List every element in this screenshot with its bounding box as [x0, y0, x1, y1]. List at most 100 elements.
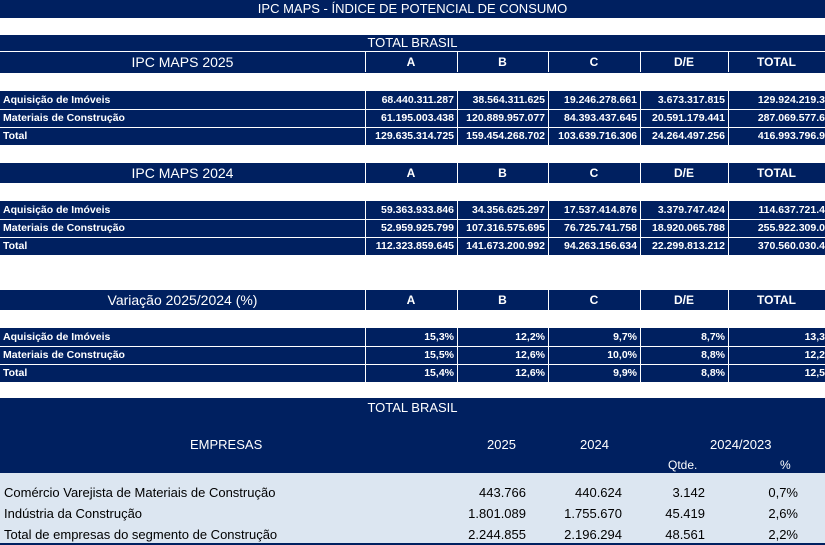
cell-c: 10,0% — [607, 349, 637, 361]
cell-c: 9,7% — [613, 331, 637, 343]
cell-qtde: 3.142 — [672, 485, 705, 500]
cell-2024: 1.755.670 — [564, 506, 622, 521]
cell-c: 84.393.437.645 — [564, 112, 637, 124]
cell-total: 12,5 — [804, 367, 825, 379]
table-row: Total 129.635.314.725 159.454.268.702 10… — [0, 127, 825, 145]
total-brasil-caption: TOTAL BRASIL — [367, 35, 458, 50]
cell-de: 22.299.813.212 — [652, 240, 725, 252]
cell-de: 8,8% — [701, 367, 725, 379]
cell-a: 112.323.859.645 — [375, 240, 454, 252]
cell-total: 13,3 — [804, 331, 825, 343]
col-a-header: A — [406, 55, 416, 69]
cell-b: 12,6% — [515, 349, 545, 361]
table-row: Indústria da Construção 1.801.089 1.755.… — [0, 504, 825, 524]
row-label: Indústria da Construção — [4, 506, 143, 521]
col-de-header: D/E — [673, 293, 694, 307]
report-title: IPC MAPS - ÍNDICE DE POTENCIAL DE CONSUM… — [0, 0, 825, 18]
col-2024-header: 2024 — [580, 437, 609, 452]
table-row: Aquisição de Imóveis 15,3% 12,2% 9,7% 8,… — [0, 328, 825, 346]
col-total-header: TOTAL — [757, 293, 796, 307]
data-block-2024: Aquisição de Imóveis 59.363.933.846 34.3… — [0, 201, 825, 255]
empresas-caption: TOTAL BRASIL — [0, 398, 825, 418]
cell-2025: 2.244.855 — [468, 527, 526, 542]
cell-c: 9,9% — [613, 367, 637, 379]
row-label: Materiais de Construção — [3, 349, 125, 361]
cell-total: 114.637.721.4 — [758, 204, 825, 216]
cell-a: 15,3% — [424, 331, 454, 343]
cell-total: 287.069.577.6 — [757, 112, 825, 124]
cell-c: 19.246.278.661 — [564, 94, 637, 106]
cell-total: 12,2 — [804, 349, 825, 361]
empresas-header-label: EMPRESAS — [190, 437, 263, 452]
row-label: Total de empresas do segmento de Constru… — [4, 527, 278, 542]
cell-b: 38.564.311.625 — [472, 94, 545, 106]
cell-c: 103.639.716.306 — [558, 130, 637, 142]
row-label: Total — [3, 240, 28, 252]
row-label: Aquisição de Imóveis — [3, 331, 111, 343]
row-label: Materiais de Construção — [3, 222, 125, 234]
cell-2024: 2.196.294 — [564, 527, 622, 542]
col-c-header: C — [589, 293, 599, 307]
cell-c: 94.263.156.634 — [564, 240, 637, 252]
section-heading-variacao: Variação 2025/2024 (%) — [107, 292, 258, 308]
cell-pct: 0,7% — [768, 485, 798, 500]
col-2025-header: 2025 — [487, 437, 516, 452]
col-de-header: D/E — [673, 55, 694, 69]
row-label: Total — [3, 367, 28, 379]
cell-pct: 2,2% — [768, 527, 798, 542]
col-total-header: TOTAL — [757, 55, 796, 69]
cell-total: 370.560.030.4 — [757, 240, 825, 252]
empresas-body: Comércio Varejista de Materiais de Const… — [0, 473, 825, 545]
cell-b: 12,6% — [515, 367, 545, 379]
table-row: Total de empresas do segmento de Constru… — [0, 525, 825, 545]
section-heading-2024: IPC MAPS 2024 — [131, 165, 234, 181]
cell-c: 76.725.741.758 — [564, 222, 637, 234]
cell-de: 8,8% — [701, 349, 725, 361]
cell-2024: 440.624 — [575, 485, 622, 500]
col-qtde-header: Qtde. — [668, 458, 698, 472]
section-heading-2025: IPC MAPS 2025 — [131, 54, 234, 70]
cell-a: 59.363.933.846 — [381, 204, 454, 216]
row-label: Comércio Varejista de Materiais de Const… — [4, 485, 276, 500]
row-label: Materiais de Construção — [3, 112, 125, 124]
table-row: Materiais de Construção 52.959.925.799 1… — [0, 219, 825, 237]
col-2024-2023-header: 2024/2023 — [710, 437, 772, 452]
header-2024: IPC MAPS 2024 A B C D/E TOTAL — [0, 163, 825, 183]
col-c-header: C — [589, 166, 599, 180]
cell-2025: 443.766 — [479, 485, 526, 500]
col-b-header: B — [498, 293, 507, 307]
cell-qtde: 48.561 — [665, 527, 705, 542]
cell-total: 416.993.796.9 — [757, 130, 825, 142]
empresas-header: EMPRESAS 2025 2024 2024/2023 Qtde. % — [0, 418, 825, 473]
col-total-header: TOTAL — [757, 166, 796, 180]
cell-2025: 1.801.089 — [468, 506, 526, 521]
table-row: Materiais de Construção 15,5% 12,6% 10,0… — [0, 346, 825, 364]
table-row: Materiais de Construção 61.195.003.438 1… — [0, 109, 825, 127]
cell-de: 20.591.179.441 — [652, 112, 725, 124]
cell-c: 17.537.414.876 — [564, 204, 637, 216]
cell-de: 18.920.065.788 — [652, 222, 725, 234]
header-2025: TOTAL BRASIL IPC MAPS 2025 A B C D/E TOT… — [0, 35, 825, 73]
cell-de: 3.673.317.815 — [657, 94, 725, 106]
cell-de: 8,7% — [701, 331, 725, 343]
cell-b: 107.316.575.695 — [466, 222, 545, 234]
table-row: Comércio Varejista de Materiais de Const… — [0, 483, 825, 503]
col-a-header: A — [406, 166, 416, 180]
cell-de: 24.264.497.256 — [652, 130, 725, 142]
col-pct-header: % — [780, 458, 791, 472]
cell-a: 15,4% — [424, 367, 454, 379]
data-block-variacao: Aquisição de Imóveis 15,3% 12,2% 9,7% 8,… — [0, 328, 825, 382]
cell-a: 129.635.314.725 — [375, 130, 454, 142]
row-label: Aquisição de Imóveis — [3, 204, 111, 216]
table-row: Total 15,4% 12,6% 9,9% 8,8% 12,5 — [0, 364, 825, 382]
cell-b: 12,2% — [515, 331, 545, 343]
col-de-header: D/E — [673, 166, 694, 180]
cell-b: 141.673.200.992 — [466, 240, 545, 252]
cell-b: 120.889.957.077 — [466, 112, 545, 124]
cell-de: 3.379.747.424 — [657, 204, 725, 216]
cell-total: 255.922.309.0 — [757, 222, 825, 234]
row-label: Total — [3, 130, 28, 142]
row-label: Aquisição de Imóveis — [3, 94, 111, 106]
table-row: Aquisição de Imóveis 59.363.933.846 34.3… — [0, 201, 825, 219]
data-block-2025: Aquisição de Imóveis 68.440.311.287 38.5… — [0, 91, 825, 145]
